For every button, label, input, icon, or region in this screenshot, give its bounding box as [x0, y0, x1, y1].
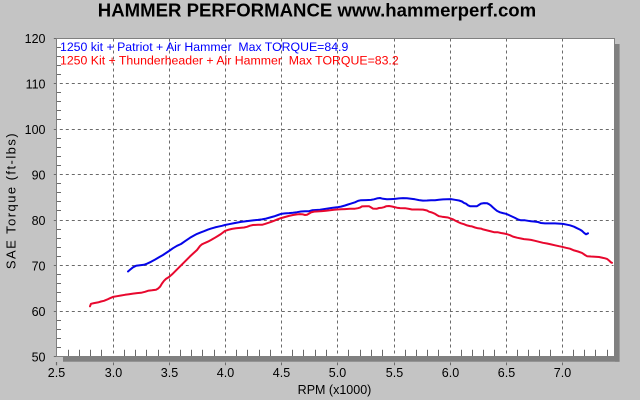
- svg-text:120: 120: [25, 32, 46, 46]
- svg-text:7.0: 7.0: [554, 366, 571, 380]
- svg-text:80: 80: [32, 214, 46, 228]
- svg-text:3.0: 3.0: [105, 366, 122, 380]
- svg-text:SAE Torque (ft-lbs): SAE Torque (ft-lbs): [4, 132, 19, 269]
- svg-text:50: 50: [32, 350, 46, 364]
- svg-text:70: 70: [32, 259, 46, 273]
- svg-text:90: 90: [32, 168, 46, 182]
- svg-text:HAMMER PERFORMANCE www.hammerp: HAMMER PERFORMANCE www.hammerperf.com: [98, 0, 536, 21]
- svg-text:4.5: 4.5: [273, 366, 290, 380]
- svg-text:110: 110: [26, 77, 46, 91]
- svg-text:1250 kit + Patriot + Air Hamme: 1250 kit + Patriot + Air Hammer Max TORQ…: [60, 40, 348, 54]
- svg-text:4.0: 4.0: [217, 366, 234, 380]
- svg-text:RPM (x1000): RPM (x1000): [298, 383, 372, 397]
- svg-text:1250 Kit + Thunderheader + Air: 1250 Kit + Thunderheader + Air Hammer Ma…: [60, 53, 399, 67]
- svg-text:3.5: 3.5: [161, 366, 178, 380]
- svg-text:6.0: 6.0: [442, 366, 459, 380]
- svg-text:60: 60: [32, 305, 46, 319]
- svg-text:2.5: 2.5: [48, 366, 65, 380]
- svg-text:100: 100: [25, 123, 46, 137]
- svg-text:6.5: 6.5: [498, 366, 515, 380]
- svg-text:5.5: 5.5: [386, 366, 403, 380]
- svg-text:5.0: 5.0: [329, 366, 346, 380]
